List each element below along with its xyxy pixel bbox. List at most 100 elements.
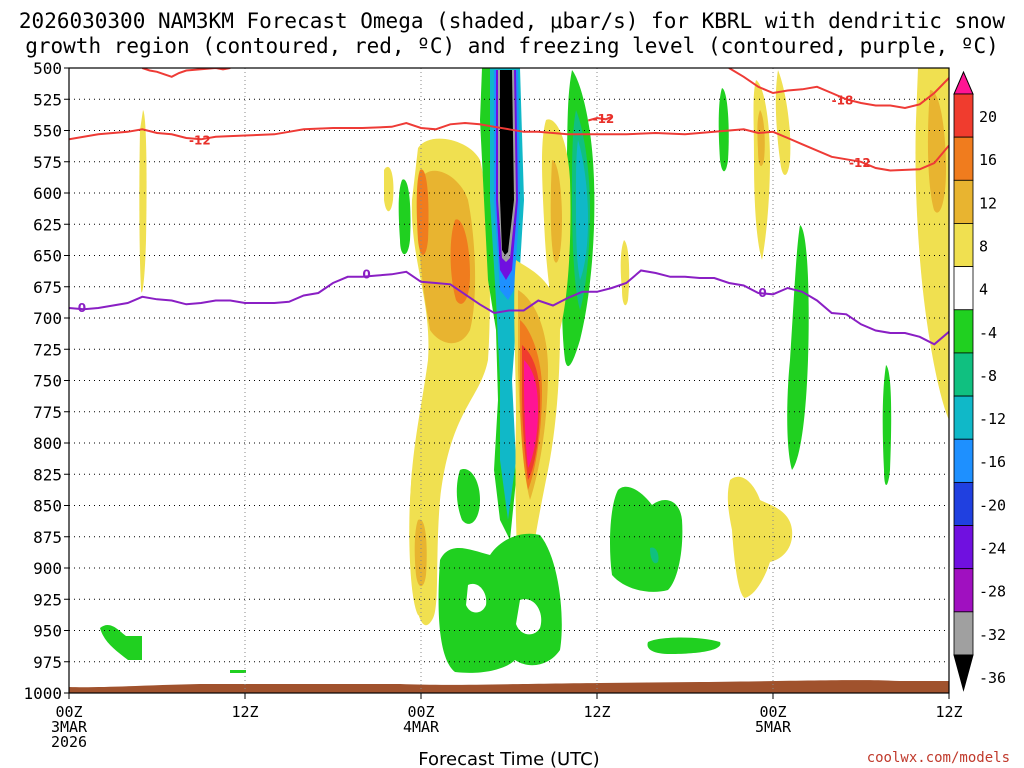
- omega-region: [550, 160, 562, 263]
- omega-region: [576, 140, 588, 280]
- omega-region: [620, 240, 630, 306]
- y-tick-label: 875: [33, 528, 62, 547]
- y-tick-label: 575: [33, 153, 62, 172]
- colorbar-swatch: [953, 179, 974, 224]
- y-tick-label: 775: [33, 403, 62, 422]
- contour-label: -18: [832, 93, 854, 107]
- x-tick-label: 4MAR: [403, 718, 440, 736]
- colorbar: 20 16 12 8 4 -4 -8 -12 -16 -20 -24 -28 -32 -36: [953, 70, 1006, 692]
- omega-region: [384, 166, 394, 212]
- x-tick-label: 12Z: [231, 703, 258, 721]
- omega-region: [882, 365, 892, 485]
- dendritic-contour: [587, 115, 613, 122]
- grid: [69, 68, 949, 693]
- x-tick-label: 3MAR: [51, 718, 88, 736]
- omega-region: [450, 219, 470, 304]
- chart-title-line1: 2026030300 NAM3KM Forecast Omega (shaded…: [19, 9, 1006, 33]
- omega-region: [438, 533, 562, 673]
- colorbar-label: -16: [979, 453, 1006, 471]
- colorbar-swatch: [953, 70, 974, 95]
- colorbar-label: -24: [979, 540, 1006, 558]
- colorbar-label: 20: [979, 108, 997, 126]
- x-tick-label: 00Z: [407, 703, 434, 721]
- colorbar-swatch: [953, 525, 974, 570]
- y-tick-label: 525: [33, 90, 62, 109]
- y-tick-label: 650: [33, 247, 62, 266]
- colorbar-swatch: [953, 266, 974, 311]
- omega-region: [727, 476, 793, 598]
- colorbar-swatch: [953, 309, 974, 354]
- y-tick-label: 850: [33, 497, 62, 516]
- contour-label: 0: [758, 286, 766, 300]
- contour-label: -12: [593, 112, 615, 126]
- omega-region: [650, 547, 659, 564]
- freezing-level-contour: [69, 269, 949, 346]
- y-tick-label: 950: [33, 622, 62, 641]
- y-tick-label: 1000: [23, 684, 62, 703]
- y-tick-label: 750: [33, 372, 62, 391]
- credit-text: coolwx.com/models: [867, 750, 1010, 766]
- omega-region: [516, 599, 542, 635]
- y-tick-label: 825: [33, 465, 62, 484]
- x-tick-label: 00Z: [55, 703, 82, 721]
- contour-label: -12: [189, 133, 211, 147]
- x-tick-label: 5MAR: [755, 718, 792, 736]
- y-tick-label: 900: [33, 559, 62, 578]
- y-tick-label: 975: [33, 653, 62, 672]
- x-tick-label: 12Z: [583, 703, 610, 721]
- colorbar-swatch: [953, 611, 974, 656]
- y-tick-label: 500: [33, 59, 62, 78]
- omega-region: [466, 583, 487, 613]
- omega-region: [456, 469, 480, 524]
- dendritic-contour: [69, 121, 949, 172]
- colorbar-label: -36: [979, 669, 1006, 687]
- omega-region: [757, 110, 765, 166]
- chart-title-line2: growth region (contoured, red, ºC) and f…: [25, 34, 999, 58]
- colorbar-label: 4: [979, 281, 988, 299]
- contours: [69, 68, 949, 346]
- omega-shading: [100, 68, 949, 673]
- omega-region: [524, 360, 538, 468]
- omega-region: [610, 486, 683, 592]
- colorbar-label: -20: [979, 496, 1006, 514]
- colorbar-swatch: [953, 654, 974, 692]
- omega-region: [927, 90, 946, 213]
- omega-region: [500, 70, 514, 255]
- terrain-surface: [69, 680, 949, 693]
- x-tick-label: 12Z: [935, 703, 962, 721]
- colorbar-label: -8: [979, 367, 997, 385]
- colorbar-swatch: [953, 93, 974, 138]
- omega-region: [230, 670, 246, 673]
- y-tick-label: 700: [33, 309, 62, 328]
- omega-region: [647, 637, 721, 654]
- y-tick-label: 625: [33, 215, 62, 234]
- omega-region: [398, 179, 411, 255]
- colorbar-swatch: [953, 136, 974, 181]
- colorbar-swatch: [953, 352, 974, 397]
- x-tick-label: 2026: [51, 733, 87, 751]
- y-tick-label: 675: [33, 278, 62, 297]
- colorbar-label: 8: [979, 237, 988, 255]
- colorbar-swatch: [953, 395, 974, 440]
- y-axis: 500 525 550 575 600 625 650 675 700 725 750 775 800 8…: [23, 59, 69, 703]
- colorbar-swatch: [953, 223, 974, 268]
- contour-labels: -12 -12 -18 -12 0 0 0: [78, 93, 871, 315]
- colorbar-label: -32: [979, 626, 1006, 644]
- omega-region: [718, 88, 729, 172]
- colorbar-swatch: [953, 481, 974, 526]
- contour-label: -12: [849, 156, 871, 170]
- colorbar-label: 12: [979, 194, 997, 212]
- colorbar-label: 16: [979, 151, 997, 169]
- contour-label: 0: [362, 267, 370, 281]
- dendritic-contour: [728, 68, 949, 110]
- x-tick-label: 00Z: [759, 703, 786, 721]
- colorbar-label: -28: [979, 583, 1006, 601]
- colorbar-label: -4: [979, 324, 997, 342]
- colorbar-swatch: [953, 568, 974, 613]
- omega-region: [139, 110, 147, 293]
- y-tick-label: 725: [33, 340, 62, 359]
- y-tick-label: 800: [33, 434, 62, 453]
- omega-region: [100, 625, 142, 660]
